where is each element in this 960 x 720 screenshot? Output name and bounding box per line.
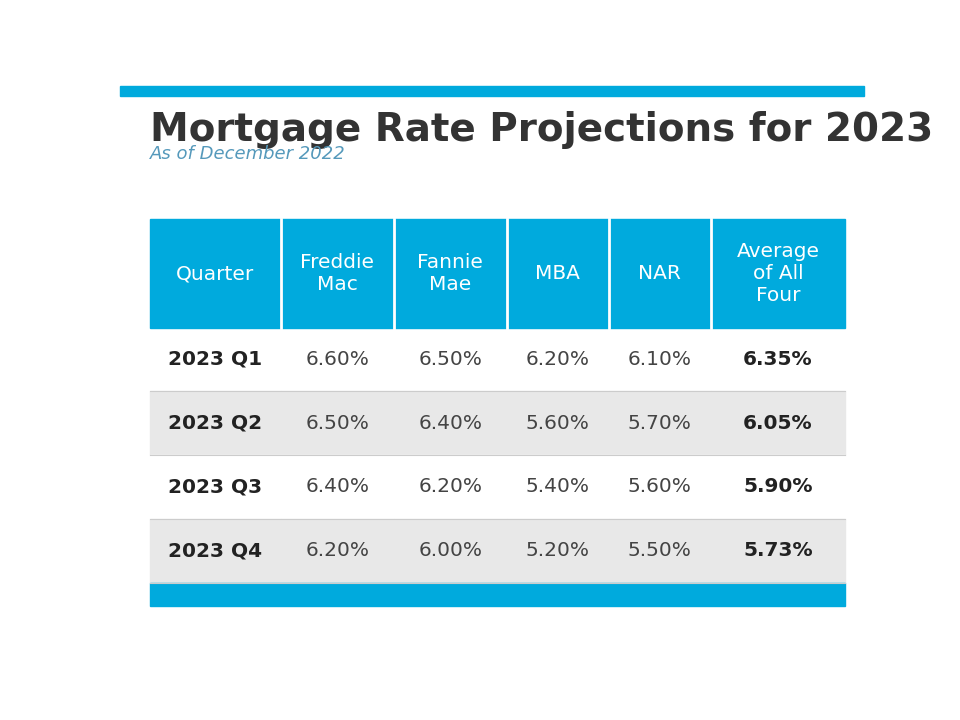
Text: MBA: MBA — [536, 264, 580, 283]
Text: 5.50%: 5.50% — [628, 541, 691, 560]
Bar — [394, 328, 507, 392]
Bar — [281, 519, 394, 582]
Bar — [281, 328, 394, 392]
Bar — [507, 392, 609, 455]
Bar — [394, 392, 507, 455]
Text: Quarter: Quarter — [177, 264, 254, 283]
Text: 6.20%: 6.20% — [305, 541, 370, 560]
Text: 2023 Q2: 2023 Q2 — [168, 414, 262, 433]
Text: 6.20%: 6.20% — [526, 350, 589, 369]
Bar — [507, 519, 609, 582]
Text: Freddie
Mac: Freddie Mac — [300, 253, 374, 294]
Bar — [710, 519, 846, 582]
Bar — [394, 220, 507, 328]
Bar — [507, 328, 609, 392]
Bar — [150, 392, 281, 455]
Text: Mortgage Rate Projections for 2023: Mortgage Rate Projections for 2023 — [150, 112, 933, 149]
Bar — [609, 392, 710, 455]
Text: 6.60%: 6.60% — [305, 350, 370, 369]
Bar — [150, 328, 281, 392]
Text: 5.60%: 5.60% — [526, 414, 589, 433]
Bar — [507, 220, 609, 328]
Bar — [710, 455, 846, 519]
Text: 6.50%: 6.50% — [419, 350, 482, 369]
Text: As of December 2022: As of December 2022 — [150, 145, 346, 163]
Text: 5.40%: 5.40% — [526, 477, 589, 497]
Bar — [710, 392, 846, 455]
Bar — [710, 328, 846, 392]
Text: 2023 Q1: 2023 Q1 — [168, 350, 262, 369]
Text: Average
of All
Four: Average of All Four — [736, 242, 820, 305]
Text: 2023 Q4: 2023 Q4 — [168, 541, 262, 560]
Text: 6.20%: 6.20% — [419, 477, 482, 497]
Bar — [150, 519, 281, 582]
Bar — [609, 220, 710, 328]
Text: 6.40%: 6.40% — [419, 414, 482, 433]
Bar — [394, 455, 507, 519]
Bar — [281, 455, 394, 519]
Bar — [150, 582, 846, 606]
Text: NAR: NAR — [638, 264, 681, 283]
Text: 6.05%: 6.05% — [743, 414, 813, 433]
Text: 6.10%: 6.10% — [628, 350, 691, 369]
Bar — [150, 455, 281, 519]
Bar — [281, 220, 394, 328]
Bar — [394, 519, 507, 582]
Text: 2023 Q3: 2023 Q3 — [168, 477, 262, 497]
Bar — [281, 392, 394, 455]
Bar — [609, 519, 710, 582]
Text: 5.73%: 5.73% — [743, 541, 813, 560]
Text: 6.40%: 6.40% — [305, 477, 370, 497]
Bar — [710, 220, 846, 328]
Text: Fannie
Mae: Fannie Mae — [418, 253, 483, 294]
Text: 6.00%: 6.00% — [419, 541, 482, 560]
Bar — [609, 328, 710, 392]
Bar — [609, 455, 710, 519]
Text: 6.35%: 6.35% — [743, 350, 813, 369]
Text: 5.70%: 5.70% — [628, 414, 691, 433]
Bar — [150, 220, 281, 328]
Text: 5.20%: 5.20% — [526, 541, 589, 560]
Bar — [120, 86, 864, 96]
Text: 5.60%: 5.60% — [628, 477, 691, 497]
Text: 6.50%: 6.50% — [305, 414, 370, 433]
Text: 5.90%: 5.90% — [743, 477, 813, 497]
Bar — [507, 455, 609, 519]
